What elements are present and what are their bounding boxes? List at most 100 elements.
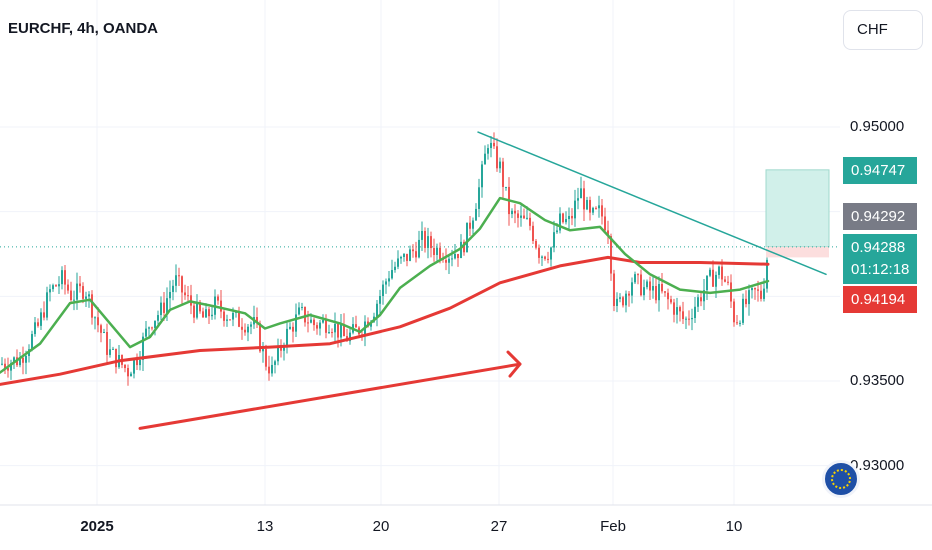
candle-body <box>634 274 636 283</box>
countdown-timer: 01:12:18 <box>851 261 910 278</box>
candle-body <box>307 322 309 324</box>
candle-body <box>544 256 546 259</box>
candle-body <box>595 207 597 209</box>
price-tag-value: 0.94194 <box>851 291 906 308</box>
candle-body <box>529 217 531 226</box>
candle-body <box>4 363 6 368</box>
candle-body <box>631 282 633 296</box>
price-tag: 0.94288 01:12:18 <box>843 234 917 284</box>
candle-body <box>667 292 669 300</box>
candle-body <box>103 332 105 334</box>
candle-body <box>334 323 336 333</box>
candle-body <box>208 309 210 317</box>
candle-body <box>658 283 660 301</box>
candle-body <box>691 318 693 320</box>
candle-body <box>688 318 690 320</box>
candle-body <box>448 258 450 263</box>
candle-body <box>262 349 264 352</box>
eu-flag-icon[interactable] <box>822 460 860 498</box>
candle-body <box>466 222 468 253</box>
candle-body <box>760 290 762 299</box>
candle-body <box>58 284 60 287</box>
candle-body <box>232 312 234 320</box>
time-tick-label: 27 <box>490 518 508 535</box>
candle-body <box>385 281 387 285</box>
candle-body <box>25 355 27 363</box>
price-tag: 0.94194 <box>843 286 917 313</box>
candle-body <box>484 153 486 165</box>
candle-body <box>532 225 534 241</box>
candle-body <box>388 278 390 282</box>
candle-body <box>562 213 564 223</box>
candle-body <box>616 298 618 306</box>
currency-button[interactable]: CHF <box>843 10 923 50</box>
candle-body <box>265 349 267 367</box>
candle-body <box>322 320 324 323</box>
time-tick-label: 13 <box>256 518 274 535</box>
candle-body <box>541 256 543 258</box>
candle-body <box>511 210 513 215</box>
candle-body <box>10 363 12 371</box>
candle-body <box>49 289 51 293</box>
stop-loss-zone <box>766 246 829 258</box>
candle-body <box>31 334 33 350</box>
candle-body <box>460 241 462 259</box>
candle-body <box>730 282 732 302</box>
candle-body <box>166 298 168 313</box>
symbol-title[interactable]: EURCHF, 4h, OANDA <box>8 20 159 37</box>
candle-body <box>85 296 87 299</box>
candle-body <box>580 188 582 199</box>
candle-body <box>424 230 426 248</box>
candle-body <box>742 298 744 323</box>
candle-body <box>724 279 726 282</box>
candle-body <box>490 142 492 149</box>
candle-body <box>706 275 708 291</box>
candle-body <box>298 307 300 315</box>
candle-body <box>391 270 393 279</box>
candle-body <box>127 368 129 377</box>
candle-body <box>472 220 474 229</box>
candle-body <box>154 320 156 329</box>
candle-body <box>640 274 642 296</box>
candle-body <box>751 288 753 291</box>
candle-body <box>13 357 15 364</box>
candle-body <box>415 251 417 258</box>
candle-body <box>418 239 420 258</box>
candle-body <box>244 329 246 333</box>
candle-body <box>70 290 72 300</box>
candle-body <box>157 315 159 321</box>
candle-body <box>709 269 711 276</box>
candle-body <box>82 286 84 299</box>
candle-body <box>331 332 333 334</box>
candle-body <box>439 247 441 259</box>
take-profit-zone <box>765 169 830 248</box>
candle-body <box>178 275 180 277</box>
candle-body <box>553 232 555 248</box>
price-tag: 0.94747 <box>843 157 917 184</box>
candle-body <box>610 236 612 274</box>
candle-body <box>268 366 270 374</box>
candle-body <box>436 247 438 255</box>
candle-body <box>295 314 297 332</box>
price-tag-value: 0.94747 <box>851 162 906 179</box>
time-tick-label: 20 <box>372 518 390 535</box>
price-tag: 0.94292 <box>843 203 917 230</box>
candle-body <box>109 349 111 355</box>
arrow-head-icon <box>506 350 522 378</box>
candle-body <box>7 367 9 371</box>
candle-body <box>679 307 681 312</box>
candle-body <box>406 253 408 261</box>
candle-body <box>193 305 195 318</box>
time-tick-label: 2025 <box>80 518 114 535</box>
candle-body <box>310 319 312 323</box>
price-tick-label: 0.93500 <box>850 372 905 389</box>
candle-body <box>721 266 723 280</box>
price-tick-label: 0.95000 <box>850 118 905 135</box>
candle-body <box>172 285 174 292</box>
candle-body <box>430 236 432 249</box>
candle-body <box>184 292 186 296</box>
candle-body <box>469 222 471 229</box>
candle-body <box>382 284 384 297</box>
candle-body <box>355 324 357 328</box>
